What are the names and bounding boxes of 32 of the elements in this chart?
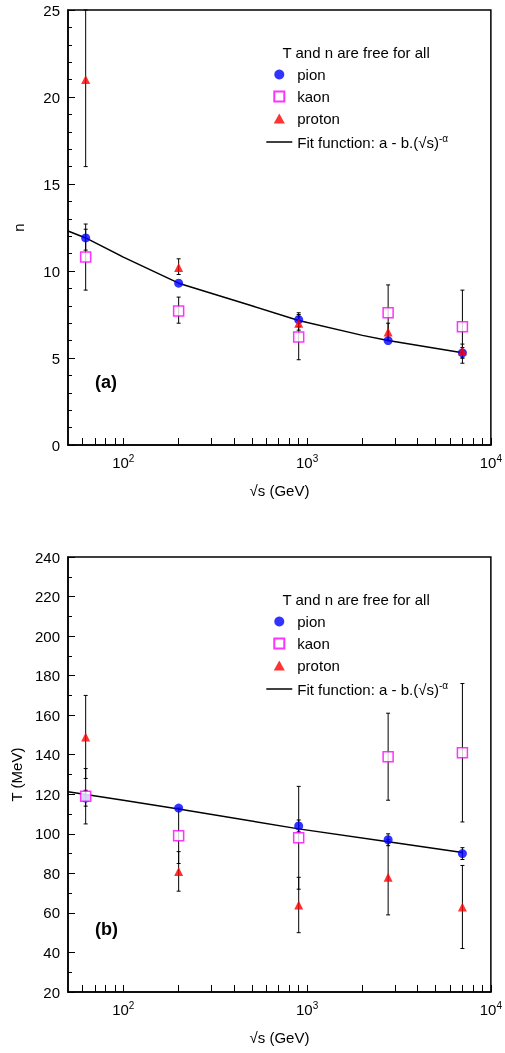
y-tick-label: 200 (34, 627, 60, 645)
legend-label: proton (297, 110, 340, 127)
y-axis-title: n (10, 223, 27, 232)
legend-title: T and n are free for all (282, 44, 430, 61)
legend-label: kaon (297, 88, 330, 105)
annotation: (b) (95, 919, 118, 939)
legend-label: proton (297, 657, 340, 674)
y-tick-label: 15 (43, 175, 60, 193)
y-tick-label: 140 (34, 746, 60, 764)
x-axis-title: √s (GeV) (249, 482, 310, 499)
annotation: (a) (95, 372, 117, 392)
y-tick-label: 0 (51, 436, 60, 454)
y-tick-label: 180 (34, 667, 60, 685)
y-tick-label: 20 (43, 983, 60, 1001)
legend-label: pion (297, 66, 326, 83)
y-tick-label: 40 (43, 943, 60, 961)
y-tick-label: 120 (34, 785, 60, 803)
y-tick-label: 100 (34, 825, 60, 843)
legend-label: pion (297, 613, 326, 630)
y-tick-label: 220 (34, 588, 60, 606)
y-tick-label: 5 (51, 349, 60, 367)
legend-title: T and n are free for all (282, 591, 430, 608)
y-tick-label: 20 (43, 88, 60, 106)
y-tick-label: 160 (34, 706, 60, 724)
y-tick-label: 25 (43, 1, 60, 19)
x-axis-title: √s (GeV) (249, 1029, 310, 1046)
legend-label: kaon (297, 635, 330, 652)
y-axis-title: T (MeV) (8, 747, 26, 802)
y-tick-label: 80 (43, 864, 60, 882)
y-tick-label: 240 (34, 548, 60, 566)
y-tick-label: 60 (43, 904, 60, 922)
y-tick-label: 10 (43, 262, 60, 280)
